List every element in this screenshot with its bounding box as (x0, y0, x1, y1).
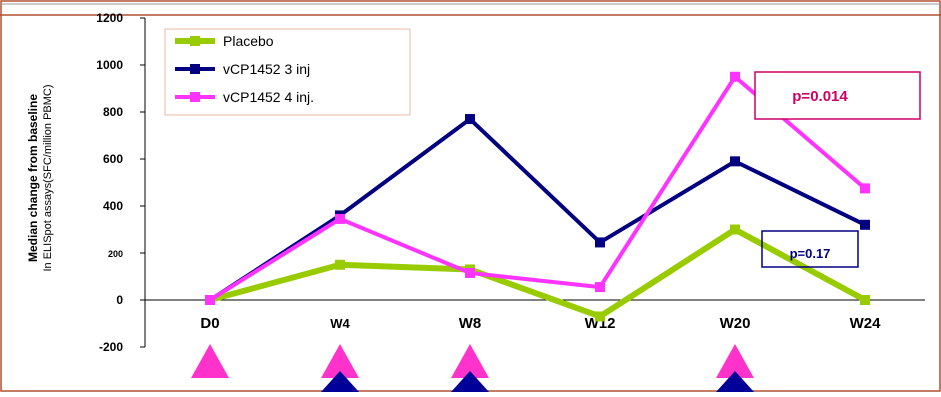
injection-marker-pink (716, 344, 754, 378)
annotation-p017: p=0.17 (761, 230, 859, 268)
data-point (205, 295, 215, 305)
data-point (860, 295, 870, 305)
y-tick-label: -200 (99, 340, 123, 354)
data-point (730, 71, 740, 82)
injection-marker-pink (321, 344, 359, 378)
injection-marker-navy (321, 371, 359, 392)
legend-swatch-marker (190, 64, 200, 74)
data-point (465, 114, 475, 125)
data-point (465, 267, 475, 278)
injection-marker-navy (716, 371, 754, 392)
series-line (208, 116, 866, 302)
x-tick-label: D0 (200, 315, 219, 332)
data-point (335, 213, 345, 224)
data-point (730, 224, 740, 235)
y-axis-title: Median change from baseline (26, 94, 40, 262)
legend: Placebo vCP1452 3 inj vCP1452 4 inj. (164, 28, 411, 116)
y-axis-subtitle: In ELISpot assays(SFC/million PBMC) (42, 84, 54, 271)
y-tick-label: 1000 (96, 58, 123, 72)
x-tick-label: W4 (330, 316, 350, 331)
legend-items: Placebo vCP1452 3 inj vCP1452 4 inj. (175, 33, 314, 105)
legend-label: Placebo (223, 33, 274, 49)
annotation-p017-text: p=0.17 (790, 246, 831, 261)
annotation-p014-text: p=0.014 (792, 88, 848, 105)
x-tick-label: W24 (850, 315, 882, 332)
legend-label: vCP1452 4 inj. (223, 89, 314, 105)
y-tick-label: 400 (103, 199, 123, 213)
annotation-p014-box (754, 71, 921, 120)
injection-marker-pink (191, 344, 229, 378)
axis-layer: 1200 1000 800 600 400 200 0 -200 D0 W4 W8 W12 W20 W24 (96, 11, 925, 354)
data-point (860, 183, 870, 194)
legend-swatch-marker (190, 36, 200, 46)
data-point (595, 237, 605, 248)
y-tick-label: 600 (103, 152, 123, 166)
injection-marker-pink (451, 344, 489, 378)
injection-marker-layer (191, 344, 754, 392)
y-tick-label: 1200 (96, 11, 123, 25)
data-point (730, 156, 740, 167)
y-tick-label: 800 (103, 105, 123, 119)
data-point (335, 259, 345, 270)
x-tick-label: W12 (585, 315, 616, 332)
x-tick-label: W20 (720, 315, 751, 332)
injection-marker-navy (451, 371, 489, 392)
series-line (209, 226, 867, 320)
x-tick-label: W8 (459, 315, 482, 332)
y-tick-label: 200 (108, 249, 123, 259)
data-point (595, 282, 605, 293)
legend-label: vCP1452 3 inj (223, 61, 310, 77)
data-point (595, 311, 605, 322)
legend-swatch-marker (190, 92, 200, 102)
data-point (860, 219, 870, 230)
annotation-p017-box (761, 230, 859, 268)
annotation-p014: p=0.014 (754, 71, 921, 120)
y-tick-label: 0 (116, 293, 123, 307)
